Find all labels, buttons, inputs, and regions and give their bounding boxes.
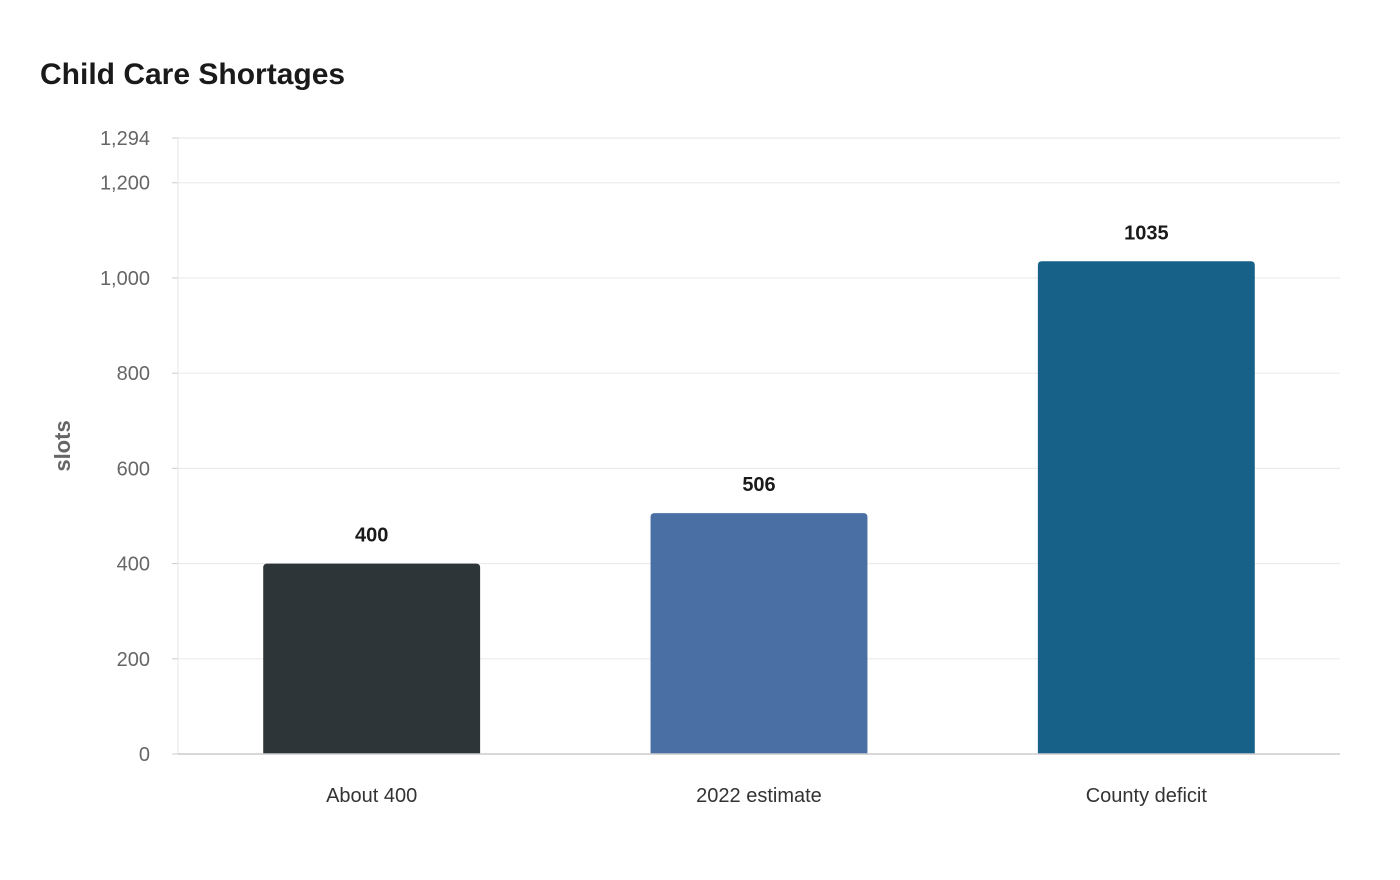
y-tick-label: 600 <box>117 458 150 480</box>
y-tick-label: 800 <box>117 363 150 385</box>
data-label: 400 <box>355 525 388 547</box>
x-tick-label: 2022 estimate <box>696 785 822 807</box>
bar <box>650 513 868 754</box>
y-tick-label: 1,000 <box>100 268 150 290</box>
data-label: 506 <box>742 474 775 496</box>
bar <box>1037 261 1255 754</box>
y-tick-label: 1,200 <box>100 173 150 195</box>
bars <box>263 261 1255 754</box>
data-label: 1035 <box>1124 222 1169 244</box>
data-labels: 400 506 1035 <box>355 222 1169 546</box>
y-tick-label: 400 <box>117 554 150 576</box>
y-tick-label: 0 <box>139 744 150 766</box>
x-tick-label: County deficit <box>1086 785 1208 807</box>
x-axis-ticks: About 400 2022 estimate County deficit <box>326 785 1207 807</box>
y-axis-ticks: 0 200 400 600 800 1,000 1,200 1,294 <box>100 128 178 766</box>
y-axis-label: slots <box>50 420 75 471</box>
y-tick-label: 1,294 <box>100 128 150 150</box>
y-tick-label: 200 <box>117 649 150 671</box>
bar <box>263 563 481 754</box>
chart-title: Child Care Shortages <box>40 58 346 91</box>
x-tick-label: About 400 <box>326 785 417 807</box>
